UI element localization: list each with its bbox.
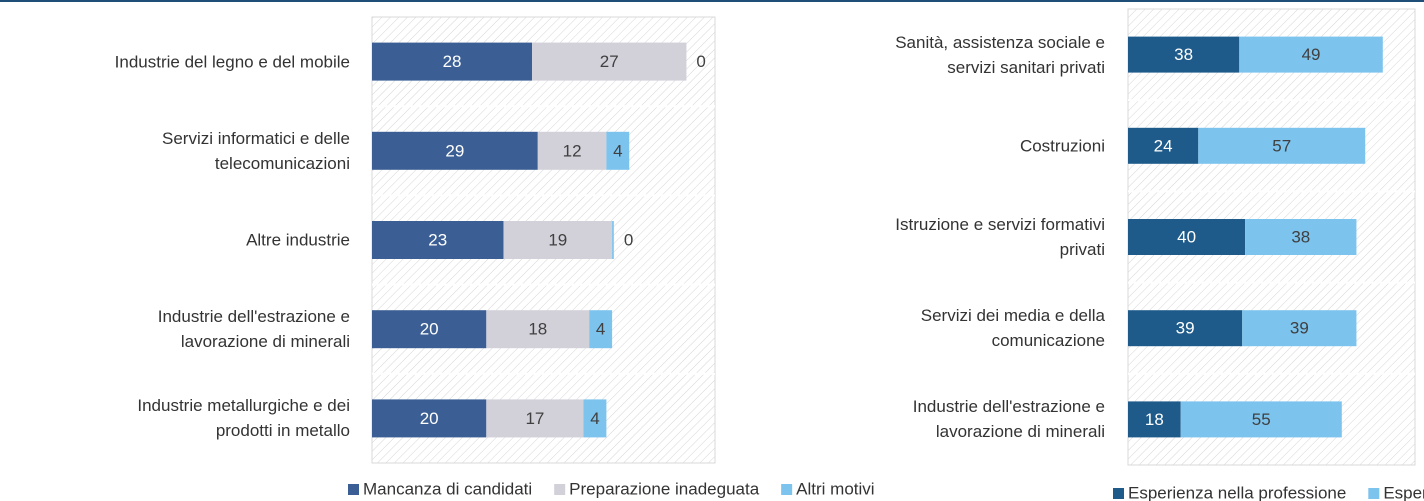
category-label: Industrie metallurgiche e dei prodotti i…: [137, 396, 350, 441]
bar-segment: [532, 42, 687, 81]
category-label: Industrie del legno e del mobile: [114, 52, 350, 72]
bar-segment: [372, 399, 487, 438]
value-label: 55: [1252, 410, 1271, 429]
legend-label: Altri motivi: [796, 479, 874, 498]
value-label: 17: [525, 409, 544, 428]
bar-segment: [372, 221, 504, 259]
legend-swatch: [554, 484, 566, 495]
bar-segment: [1128, 127, 1199, 164]
value-label: 19: [548, 230, 567, 249]
value-label: 0: [624, 230, 633, 249]
bar-segment: [372, 310, 487, 349]
bar-segment: [589, 310, 613, 349]
value-label: 38: [1291, 227, 1310, 246]
bar-segment: [612, 221, 614, 259]
value-label: 40: [1177, 227, 1196, 246]
value-label: 57: [1272, 136, 1291, 155]
bar-segment: [372, 131, 538, 170]
bar-segment: [1180, 401, 1342, 438]
category-label: Istruzione e servizi formativi privati: [895, 215, 1105, 259]
bar-segment: [1239, 36, 1383, 73]
value-label: 4: [596, 320, 605, 339]
bar-segment: [503, 221, 613, 259]
value-label: 39: [1176, 319, 1195, 338]
category-label: Industrie dell'estrazione e lavorazione …: [157, 307, 350, 352]
value-label: 27: [600, 52, 619, 71]
category-label: Costruzioni: [1019, 136, 1105, 156]
legend-label: Preparazione inadeguata: [569, 479, 760, 498]
value-label: 20: [420, 409, 439, 428]
bar-segment: [1245, 219, 1357, 255]
value-label: 20: [420, 320, 439, 339]
legend-swatch: [781, 484, 793, 495]
bar-segment: [1128, 219, 1246, 255]
bar-segment: [486, 399, 584, 438]
value-label: 4: [613, 141, 622, 160]
value-label: 0: [696, 52, 705, 71]
category-label: Servizi informatici e delle telecomunica…: [161, 128, 350, 173]
bar-segment: [1198, 127, 1366, 164]
top-rule: [0, 0, 1424, 2]
value-label: 12: [563, 141, 582, 160]
bar-segment: [606, 131, 630, 170]
bar-segment: [372, 42, 533, 81]
legend-swatch: [1113, 488, 1124, 499]
value-label: 23: [428, 230, 447, 249]
bar-segment: [1128, 310, 1243, 347]
value-label: 29: [445, 141, 464, 160]
category-label: Industrie dell'estrazione e lavorazione …: [912, 397, 1105, 442]
bar-segment: [486, 310, 590, 349]
bar-segment: [537, 131, 607, 170]
legend-label: Mancanza di candidati: [363, 479, 532, 498]
category-label: Altre industrie: [246, 230, 350, 250]
bar-segment: [583, 399, 607, 438]
category-label: Servizi dei media e della comunicazione: [920, 306, 1105, 351]
value-label: 49: [1302, 45, 1321, 64]
value-label: 18: [528, 320, 547, 339]
value-label: 38: [1174, 45, 1193, 64]
bar-segment: [1242, 310, 1357, 347]
value-label: 24: [1154, 136, 1173, 155]
legend-swatch: [1368, 488, 1380, 499]
value-label: 18: [1145, 410, 1164, 429]
bar-segment: [1128, 36, 1240, 73]
legend-swatch: [348, 484, 359, 495]
value-label: 4: [590, 409, 599, 428]
legend-label: Esperienza nel settore: [1383, 483, 1424, 501]
bar-segment: [1128, 401, 1181, 438]
value-label: 39: [1290, 319, 1309, 338]
legend-label: Esperienza nella professione: [1128, 483, 1346, 501]
value-label: 28: [443, 52, 462, 71]
category-label: Sanità, assistenza sociale e servizi san…: [895, 32, 1105, 77]
